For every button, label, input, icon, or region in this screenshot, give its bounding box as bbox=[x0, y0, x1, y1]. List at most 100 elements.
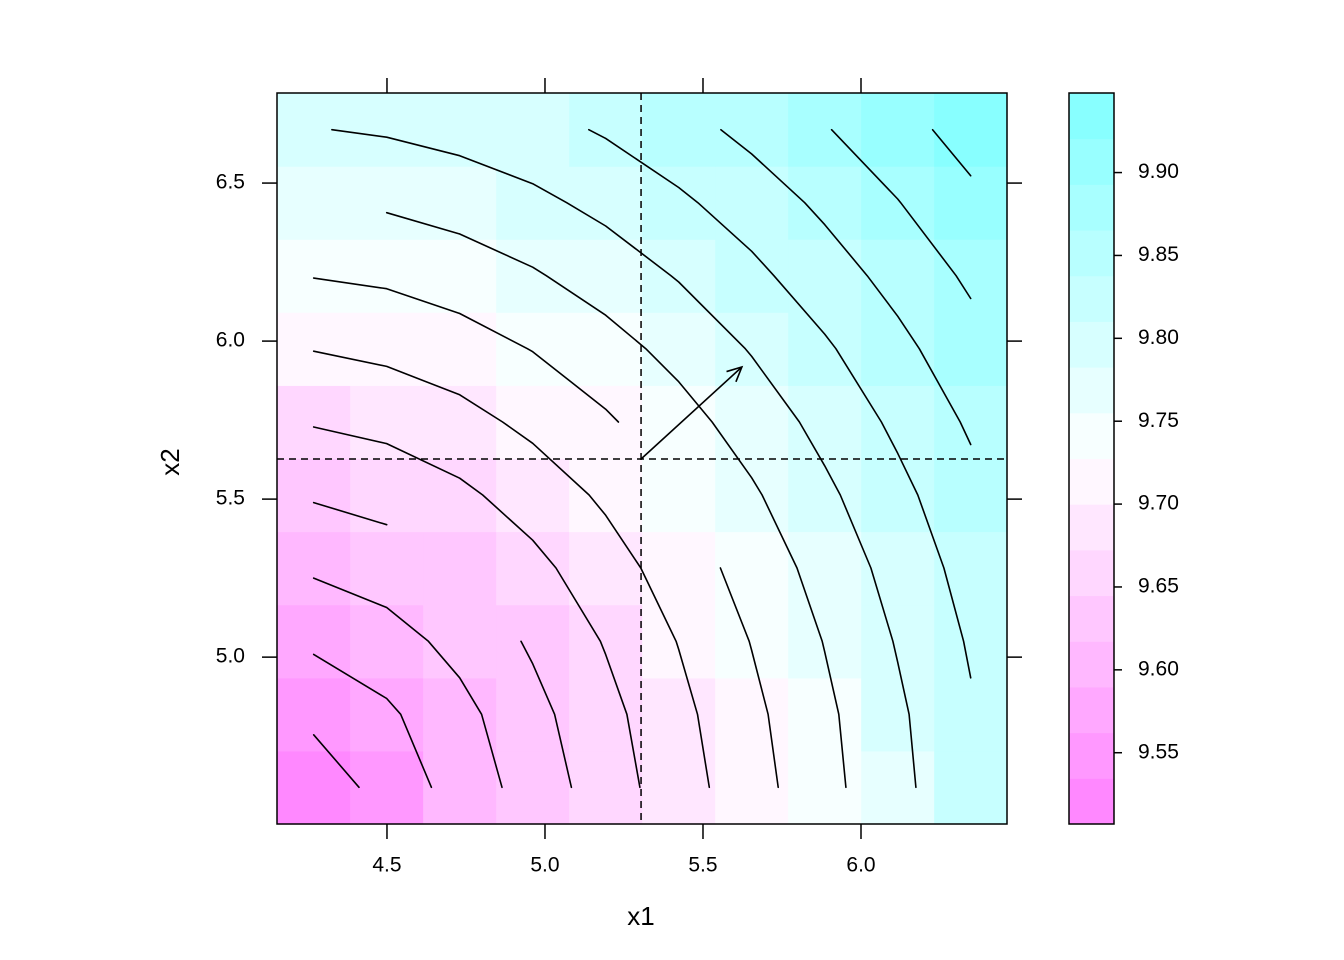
heat-cell bbox=[861, 458, 935, 533]
heat-cell bbox=[569, 239, 643, 313]
heat-cell bbox=[350, 604, 424, 679]
colorkey-band bbox=[1069, 504, 1114, 551]
heat-cell bbox=[788, 166, 862, 240]
contour-line bbox=[720, 128, 972, 446]
x-axis-title: x1 bbox=[627, 901, 654, 931]
colorkey-band bbox=[1069, 458, 1114, 505]
colorkey-band bbox=[1069, 641, 1114, 688]
colorkey-band bbox=[1069, 595, 1114, 642]
heat-cell bbox=[861, 166, 935, 240]
colorkey-band bbox=[1069, 275, 1114, 322]
heat-cell bbox=[496, 458, 570, 533]
heat-cell bbox=[423, 166, 497, 240]
y-tick-label: 6.5 bbox=[216, 171, 245, 194]
colorkey-tick-label: 9.90 bbox=[1138, 160, 1179, 183]
colorkey-band bbox=[1069, 778, 1114, 825]
arrow-shaft bbox=[640, 366, 743, 460]
colorkey-band bbox=[1069, 184, 1114, 231]
heat-cell bbox=[277, 604, 351, 679]
heat-cell bbox=[934, 93, 1008, 167]
heat-cell bbox=[423, 385, 497, 460]
heat-cell bbox=[642, 166, 716, 240]
heat-cell bbox=[715, 531, 789, 606]
heat-cell bbox=[350, 166, 424, 240]
heat-cell bbox=[496, 531, 570, 606]
plot-frame bbox=[276, 92, 1008, 825]
contour-line bbox=[312, 501, 573, 789]
heat-cell bbox=[715, 385, 789, 460]
heat-cell bbox=[934, 458, 1008, 533]
contour-line bbox=[312, 350, 711, 789]
heat-cell bbox=[277, 239, 351, 313]
arrow-head bbox=[726, 365, 744, 383]
colorkey-tick-label: 9.75 bbox=[1138, 409, 1179, 432]
heat-cell bbox=[277, 385, 351, 460]
heat-cell bbox=[715, 239, 789, 313]
x-tick-label: 5.5 bbox=[688, 854, 717, 877]
heat-cell bbox=[715, 604, 789, 679]
colorkey bbox=[1069, 93, 1114, 825]
heat-cell bbox=[350, 239, 424, 313]
heat-cell bbox=[788, 750, 862, 825]
heat-cell bbox=[496, 604, 570, 679]
heat-cell bbox=[277, 750, 351, 825]
colorkey-tick-label: 9.80 bbox=[1138, 326, 1179, 349]
heat-cell bbox=[277, 458, 351, 533]
heat-cell bbox=[934, 166, 1008, 240]
heat-cell bbox=[861, 385, 935, 460]
heat-cell bbox=[642, 458, 716, 533]
contour-line bbox=[588, 128, 972, 679]
heat-cell bbox=[423, 604, 497, 679]
colorkey-band bbox=[1069, 732, 1114, 779]
contour-line bbox=[312, 577, 503, 789]
heat-cell bbox=[934, 312, 1008, 386]
y-tick-label: 5.0 bbox=[216, 645, 245, 668]
colorkey-tick-label: 9.55 bbox=[1138, 740, 1179, 763]
heat-cell bbox=[934, 677, 1008, 752]
heat-cell bbox=[496, 677, 570, 752]
heat-cell bbox=[788, 93, 862, 167]
heat-cell bbox=[277, 312, 351, 386]
heat-cell bbox=[277, 531, 351, 606]
colorkey-band bbox=[1069, 549, 1114, 597]
heatmap bbox=[277, 93, 1008, 825]
heat-cell bbox=[642, 312, 716, 386]
x-tick-label: 6.0 bbox=[846, 854, 875, 877]
heat-cell bbox=[642, 93, 716, 167]
colorkey-tick-label: 9.65 bbox=[1138, 575, 1179, 598]
contours bbox=[312, 128, 972, 789]
heat-cell bbox=[423, 312, 497, 386]
y-axis-title: x2 bbox=[155, 448, 185, 475]
heat-cell bbox=[715, 166, 789, 240]
heat-cell bbox=[861, 750, 935, 825]
heat-cell bbox=[569, 385, 643, 460]
heat-cell bbox=[715, 750, 789, 825]
heat-cell bbox=[715, 677, 789, 752]
x-tick-label: 4.5 bbox=[372, 854, 401, 877]
heat-cell bbox=[569, 677, 643, 752]
heat-cell bbox=[496, 750, 570, 825]
heat-cell bbox=[642, 750, 716, 825]
contour-line bbox=[331, 128, 917, 789]
heat-cell bbox=[569, 312, 643, 386]
heat-cell bbox=[350, 458, 424, 533]
heat-cell bbox=[642, 239, 716, 313]
contour-line bbox=[830, 128, 972, 300]
contour-line bbox=[312, 277, 779, 789]
heat-cell bbox=[569, 750, 643, 825]
x-tick-label: 5.0 bbox=[530, 854, 559, 877]
colorkey-tick-label: 9.70 bbox=[1138, 492, 1179, 515]
heat-cell bbox=[569, 166, 643, 240]
heat-cell bbox=[715, 458, 789, 533]
heat-cell bbox=[496, 166, 570, 240]
contour-line bbox=[312, 653, 433, 789]
heat-cell bbox=[423, 458, 497, 533]
heat-cell bbox=[569, 458, 643, 533]
colorkey-frame bbox=[1068, 92, 1115, 825]
heat-cell bbox=[423, 239, 497, 313]
heat-cell bbox=[496, 93, 570, 167]
heat-cell bbox=[934, 239, 1008, 313]
y-tick-label: 5.5 bbox=[216, 487, 245, 510]
